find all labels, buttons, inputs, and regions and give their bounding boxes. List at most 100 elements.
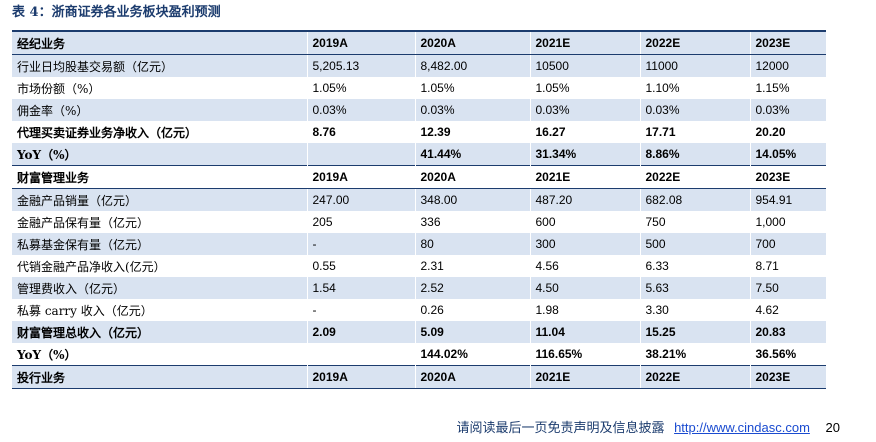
row-label: 佣金率（%） [12,99,308,121]
table-row: 市场份额（%） 1.05% 1.05% 1.05% 1.10% 1.15% [12,77,826,99]
row-label: 代理买卖证券业务净收入（亿元） [12,121,308,143]
year-2022e: 2022E [640,30,751,55]
cell: 116.65% [530,343,641,366]
brokerage-header-row: 经纪业务 2019A 2020A 2021E 2022E 2023E [12,30,826,55]
cell: 1,000 [755,215,786,229]
cell: 36.56% [755,347,797,361]
section-title-brokerage: 经纪业务 [12,30,308,55]
table-row: 佣金率（%） 0.03% 0.03% 0.03% 0.03% 0.03% [12,99,826,121]
table-caption: 表 4：浙商证券各业务板块盈利预测 [12,5,221,20]
year-2022e: 2022E [640,165,751,189]
cell: 500 [640,233,751,255]
forecast-table: 经纪业务 2019A 2020A 2021E 2022E 2023E 行业日均股… [12,30,826,389]
cell: 20.83 [750,321,826,343]
cell: 0.55 [307,255,416,277]
website-link[interactable]: http://www.cindasc.com [674,420,810,435]
cell: 5.63 [640,277,751,299]
cell [307,343,416,366]
cell: 4.50 [530,277,641,299]
table-row: YoY（%） 41.44% 31.34% 8.86% 14.05% [12,143,826,166]
row-label: 金融产品保有量（亿元） [12,211,308,233]
cell: 31.34% [530,143,641,166]
row-label: 私募 carry 收入（亿元） [12,299,308,321]
table-row: 管理费收入（亿元） 1.54 2.52 4.50 5.63 7.50 [12,277,826,299]
cell: 8.86% [640,143,751,166]
cell: 12000 [750,54,826,77]
page-footer: 请阅读最后一页免责声明及信息披露 http://www.cindasc.com … [456,418,840,438]
cell: 15.25 [640,321,751,343]
cell: 954.91 [750,188,826,211]
cell: 0.03% [640,99,751,121]
cell: 300 [530,233,641,255]
cell [307,143,416,166]
year-2023e: 2023E [750,165,826,189]
table-row: 财富管理总收入（亿元） 2.09 5.09 11.04 15.25 20.83 [12,321,826,343]
cell: 16.27 [530,121,641,143]
table-row: YoY（%） 144.02% 116.65% 38.21% 36.56% [12,343,826,366]
year-2021e: 2021E [530,365,641,389]
cell: - [307,299,416,321]
cell: 5,205.13 [307,54,416,77]
cell: 487.20 [530,188,641,211]
cell: 20.20 [755,125,786,139]
cell: 2.31 [415,255,531,277]
cell: 17.71 [640,121,751,143]
cell: - [307,233,416,255]
table-row: 行业日均股基交易额（亿元） 5,205.13 8,482.00 10500 11… [12,54,826,77]
cell: 1.15% [755,81,790,95]
cell: 1.05% [307,77,416,99]
row-label: 行业日均股基交易额（亿元） [12,54,308,77]
cell: 750 [640,211,751,233]
cell: 6.33 [640,255,751,277]
year-2023e: 2023E [750,30,826,55]
ib-header-row: 投行业务 2019A 2020A 2021E 2022E 2023E [12,365,826,389]
cell: 1.54 [307,277,416,299]
table-row: 代理买卖证券业务净收入（亿元） 8.76 12.39 16.27 17.71 2… [12,121,826,143]
cell: 4.56 [530,255,641,277]
cell: 336 [415,211,531,233]
cell: 7.50 [750,277,826,299]
year-2019a: 2019A [307,165,416,189]
year-2019a: 2019A [307,30,416,55]
row-label: 私募基金保有量（亿元） [12,233,308,255]
row-label: 市场份额（%） [12,77,308,99]
cell: 0.03% [750,99,826,121]
cell: 1.98 [530,299,641,321]
cell: 11000 [640,54,751,77]
year-2023e: 2023E [750,365,826,389]
cell: 12.39 [415,121,531,143]
row-label: 代销金融产品净收入(亿元） [12,255,308,277]
year-2021e: 2021E [530,30,641,55]
year-2020a: 2020A [415,30,531,55]
cell: 247.00 [307,188,416,211]
wealth-header-row: 财富管理业务 2019A 2020A 2021E 2022E 2023E [12,165,826,189]
cell: 38.21% [640,343,751,366]
cell: 8,482.00 [415,54,531,77]
row-label: 管理费收入（亿元） [12,277,308,299]
page-number: 20 [825,420,840,435]
table-row: 金融产品保有量（亿元） 205 336 600 750 1,000 [12,211,826,233]
cell: 1.05% [415,77,531,99]
cell: 348.00 [415,188,531,211]
cell: 700 [750,233,826,255]
row-label: 金融产品销量（亿元） [12,188,308,211]
year-2021e: 2021E [530,165,641,189]
cell: 8.71 [755,259,779,273]
cell: 80 [415,233,531,255]
table-row: 代销金融产品净收入(亿元） 0.55 2.31 4.56 6.33 8.71 [12,255,826,277]
row-label: YoY（%） [12,143,308,166]
cell: 5.09 [415,321,531,343]
row-label: 财富管理总收入（亿元） [12,321,308,343]
cell: 4.62 [755,303,779,317]
cell: 144.02% [415,343,531,366]
cell: 600 [530,211,641,233]
cell: 3.30 [640,299,751,321]
cell: 0.26 [415,299,531,321]
cell: 10500 [530,54,641,77]
year-2020a: 2020A [415,365,531,389]
cell: 8.76 [307,121,416,143]
cell: 41.44% [415,143,531,166]
year-2020a: 2020A [415,165,531,189]
disclaimer-note: 请阅读最后一页免责声明及信息披露 [456,421,665,436]
cell: 0.03% [415,99,531,121]
